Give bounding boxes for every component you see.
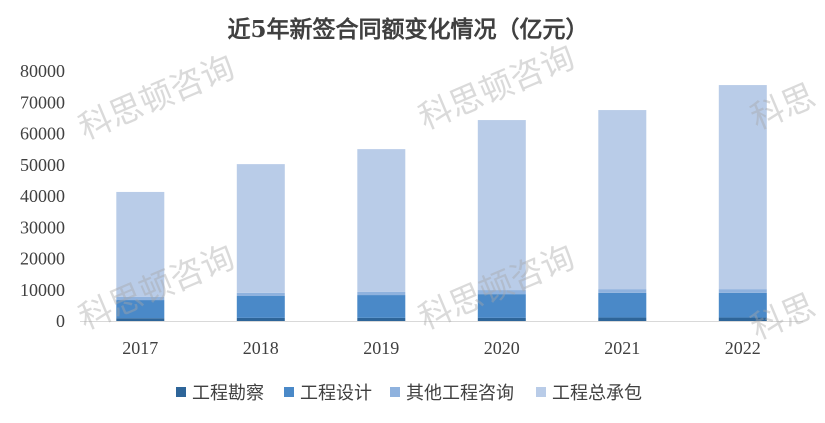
- x-tick-label: 2022: [725, 338, 761, 358]
- legend-item: 其他工程咨询: [390, 383, 514, 404]
- bar-segment-2019-series-2: [357, 291, 406, 296]
- watermark-text-clipped: 科思: [745, 76, 821, 138]
- bar-segment-2019-series-1: [357, 295, 406, 318]
- bar-segment-2020-series-0: [477, 317, 526, 322]
- bar-segment-2017-series-2: [116, 296, 165, 301]
- bar-segment-2018-series-3: [236, 164, 285, 293]
- bar-segment-2018-series-2: [236, 292, 285, 297]
- watermark-text: 科思顿咨询: [73, 47, 240, 147]
- legend-label: 工程总承包: [552, 383, 642, 404]
- legend-item: 工程总承包: [536, 383, 642, 404]
- legend-swatch: [536, 387, 546, 397]
- y-axis-labels: 0 10000 20000 30000 40000 50000 60000 70000 8000…: [20, 61, 65, 331]
- bar-segment-2022-series-0: [718, 317, 767, 321]
- y-tick-label: 40000: [20, 186, 65, 206]
- chart-title: 近5年新签合同额变化情况（亿元）: [227, 16, 588, 43]
- legend: 工程勘察 工程设计 其他工程咨询 工程总承包: [176, 383, 642, 404]
- x-tick-label: 2019: [363, 338, 399, 358]
- x-tick-label: 2018: [243, 338, 279, 358]
- x-axis-labels: 2017 2018 2019 2020 2021 2022: [122, 338, 761, 358]
- bar-segment-2018-series-1: [236, 296, 285, 318]
- y-tick-label: 60000: [20, 124, 65, 144]
- legend-label: 工程勘察: [192, 383, 264, 404]
- bar-segment-2020-series-3: [477, 120, 526, 291]
- bar-segment-2022-series-2: [718, 289, 767, 293]
- bar-segment-2017-series-1: [116, 300, 165, 319]
- legend-swatch: [390, 387, 400, 397]
- x-tick-label: 2021: [604, 338, 640, 358]
- bar-segment-2020-series-2: [477, 290, 526, 295]
- legend-swatch: [284, 387, 294, 397]
- y-tick-label: 50000: [20, 155, 65, 175]
- bar-segment-2020-series-1: [477, 294, 526, 318]
- bar-segment-2017-series-3: [116, 191, 165, 297]
- x-tick-label: 2020: [484, 338, 520, 358]
- bar-segment-2021-series-2: [598, 289, 647, 293]
- bar-segment-2021-series-0: [598, 317, 647, 321]
- bar-segment-2018-series-0: [236, 317, 285, 322]
- bar-segment-2021-series-1: [598, 292, 647, 318]
- bar-segment-2021-series-3: [598, 110, 647, 290]
- bar-segment-2017-series-0: [116, 318, 165, 321]
- y-tick-label: 80000: [20, 61, 65, 81]
- y-tick-label: 70000: [20, 92, 65, 112]
- y-tick-label: 20000: [20, 249, 65, 269]
- bar-segment-2022-series-1: [718, 292, 767, 318]
- legend-label: 工程设计: [300, 383, 372, 404]
- bar-segment-2019-series-0: [357, 317, 406, 322]
- y-tick-label: 10000: [20, 280, 65, 300]
- bar-segment-2019-series-3: [357, 149, 406, 292]
- bar-segment-2022-series-3: [718, 85, 767, 290]
- x-tick-label: 2017: [122, 338, 158, 358]
- y-tick-label: 0: [56, 311, 65, 331]
- legend-swatch: [176, 387, 186, 397]
- y-tick-label: 30000: [20, 217, 65, 237]
- legend-item: 工程勘察: [176, 383, 264, 404]
- legend-item: 工程设计: [284, 383, 372, 404]
- bars: [116, 85, 767, 322]
- legend-label: 其他工程咨询: [406, 383, 514, 404]
